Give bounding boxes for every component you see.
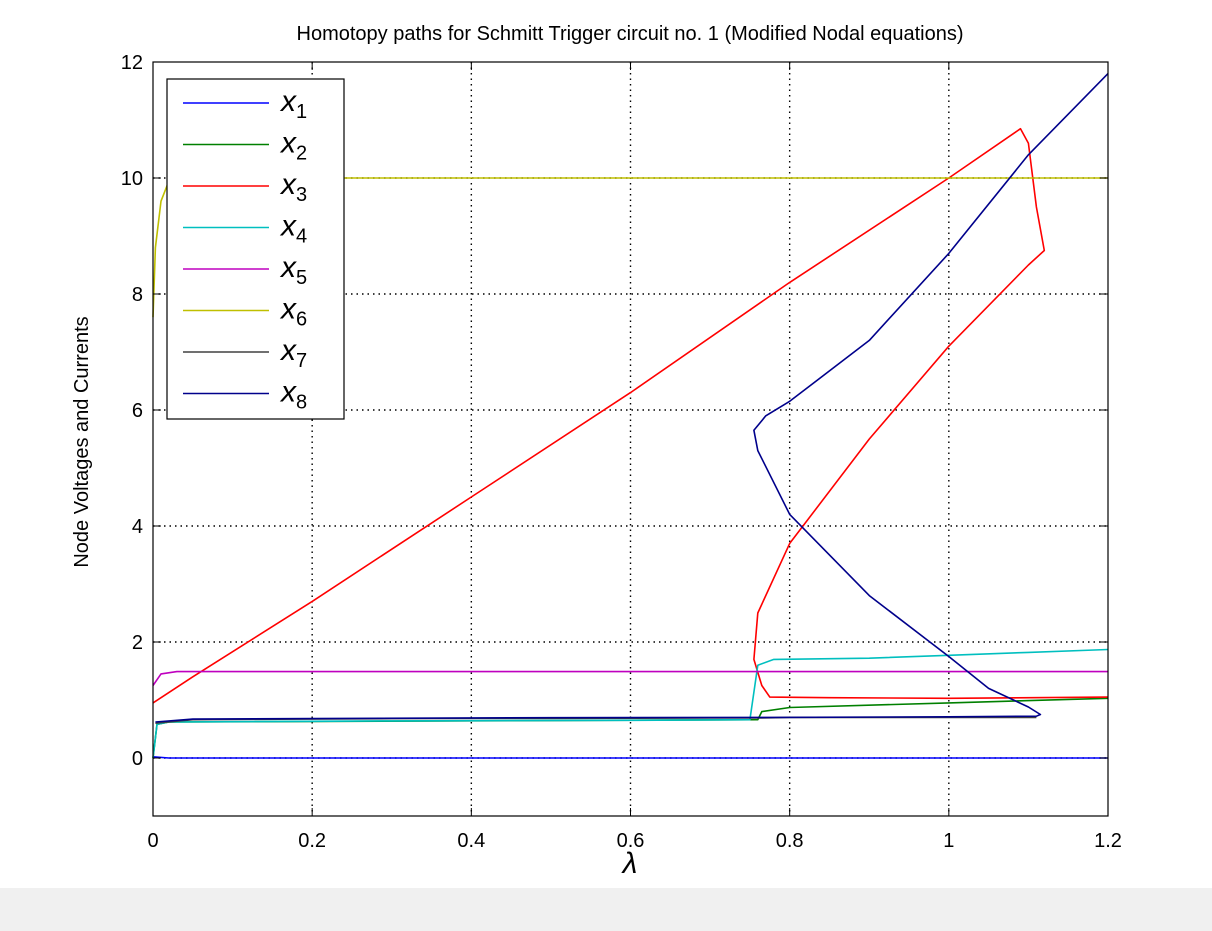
chart-title: Homotopy paths for Schmitt Trigger circu… xyxy=(297,23,964,45)
x-tick-label: 1.2 xyxy=(1094,830,1122,852)
y-tick-label: 0 xyxy=(132,748,143,770)
chart-svg: Homotopy paths for Schmitt Trigger circu… xyxy=(71,23,1122,880)
x-tick-label: 0.8 xyxy=(776,830,804,852)
y-tick-label: 12 xyxy=(121,52,143,74)
x-axis-label: λ xyxy=(621,847,638,880)
legend-label-subscript: 1 xyxy=(296,101,307,123)
series-line-x8 xyxy=(155,73,1109,723)
x-tick-label: 0 xyxy=(147,830,158,852)
x-tick-label: 1 xyxy=(943,830,954,852)
series-line-x6 xyxy=(152,177,1108,318)
legend-label: x1 xyxy=(279,85,307,123)
legend-label-subscript: 2 xyxy=(296,143,307,165)
legend-label-subscript: 3 xyxy=(296,184,307,206)
series-line-x5 xyxy=(152,670,1108,686)
y-tick-label: 4 xyxy=(132,516,143,538)
legend-label-subscript: 5 xyxy=(296,267,307,289)
x-tick-label: 0.4 xyxy=(457,830,485,852)
legend-label-subscript: 4 xyxy=(296,226,307,248)
bottom-band xyxy=(0,888,1212,931)
legend-label: x8 xyxy=(279,376,307,414)
y-tick-label: 6 xyxy=(132,400,143,422)
y-tick-label: 10 xyxy=(121,168,143,190)
y-axis-label: Node Voltages and Currents xyxy=(71,316,93,567)
y-tick-label: 8 xyxy=(132,284,143,306)
legend-label-subscript: 6 xyxy=(296,309,307,331)
legend-box xyxy=(166,78,345,420)
x-tick-label: 0.6 xyxy=(617,830,645,852)
legend-label-subscript: 7 xyxy=(296,350,307,372)
legend-label-subscript: 8 xyxy=(296,392,307,414)
series-line-x1 xyxy=(152,756,1108,759)
x-tick-label: 0.2 xyxy=(298,830,326,852)
series-layer xyxy=(152,73,1109,759)
series-line-x3 xyxy=(152,127,1109,704)
y-tick-label: 2 xyxy=(132,632,143,654)
grid-lines xyxy=(153,62,1108,816)
